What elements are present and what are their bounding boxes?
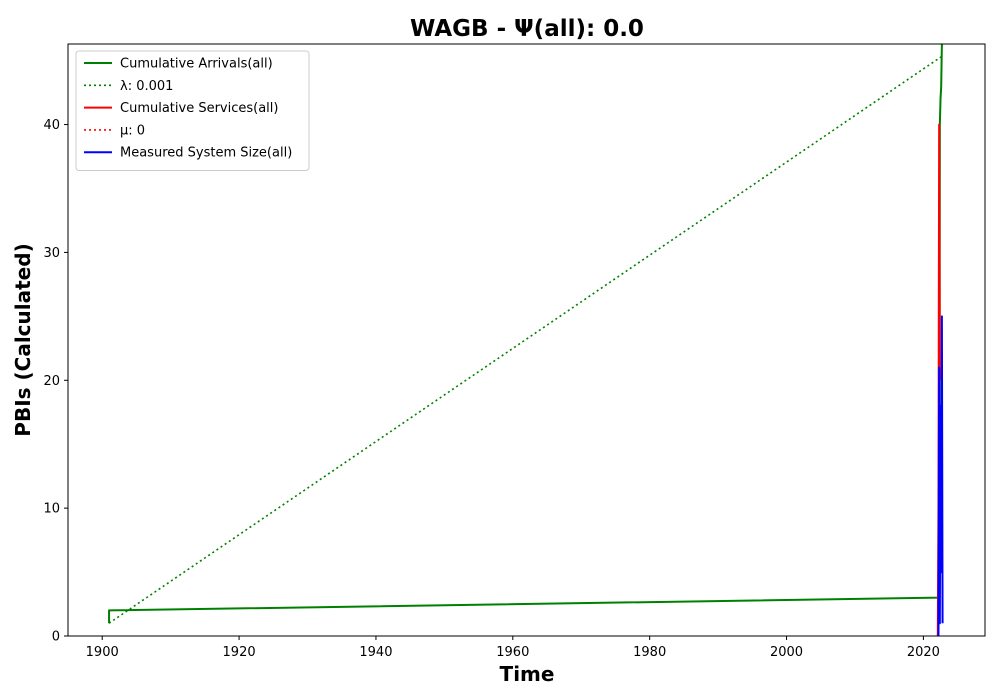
x-tick-label: 1940	[359, 645, 392, 660]
x-tick-label: 2020	[907, 645, 940, 660]
y-axis-label: PBIs (Calculated)	[11, 243, 35, 436]
y-tick-label: 20	[43, 374, 60, 389]
x-tick-label: 1920	[223, 645, 256, 660]
legend-label-0: Cumulative Arrivals(all)	[120, 57, 273, 72]
legend-box	[75, 50, 310, 171]
x-axis-label: Time	[500, 662, 555, 686]
x-tick-label: 1960	[496, 645, 529, 660]
plot-area: 1900 1920 1940 1960 1980 2000 2020 0 10 20 30 40	[43, 43, 986, 660]
y-tick-label: 10	[43, 502, 60, 517]
y-tick-label: 0	[52, 630, 60, 645]
chart-title: WAGB - Ψ(all): 0.0	[410, 16, 644, 42]
x-tick-label: 2000	[770, 645, 803, 660]
x-tick-label: 1900	[86, 645, 119, 660]
y-tick-label: 40	[43, 118, 60, 133]
legend: Cumulative Arrivals(all) λ: 0.001 Cumulati…	[75, 50, 310, 171]
series-line-4	[937, 315, 944, 636]
y-tick-label: 30	[43, 246, 60, 261]
legend-label-4: Measured System Size(all)	[120, 146, 292, 161]
legend-label-2: Cumulative Services(all)	[120, 101, 278, 116]
axes-frame	[67, 43, 986, 637]
legend-label-3: μ: 0	[120, 123, 145, 138]
x-tick-label: 1980	[633, 645, 666, 660]
legend-label-1: λ: 0.001	[120, 79, 173, 94]
